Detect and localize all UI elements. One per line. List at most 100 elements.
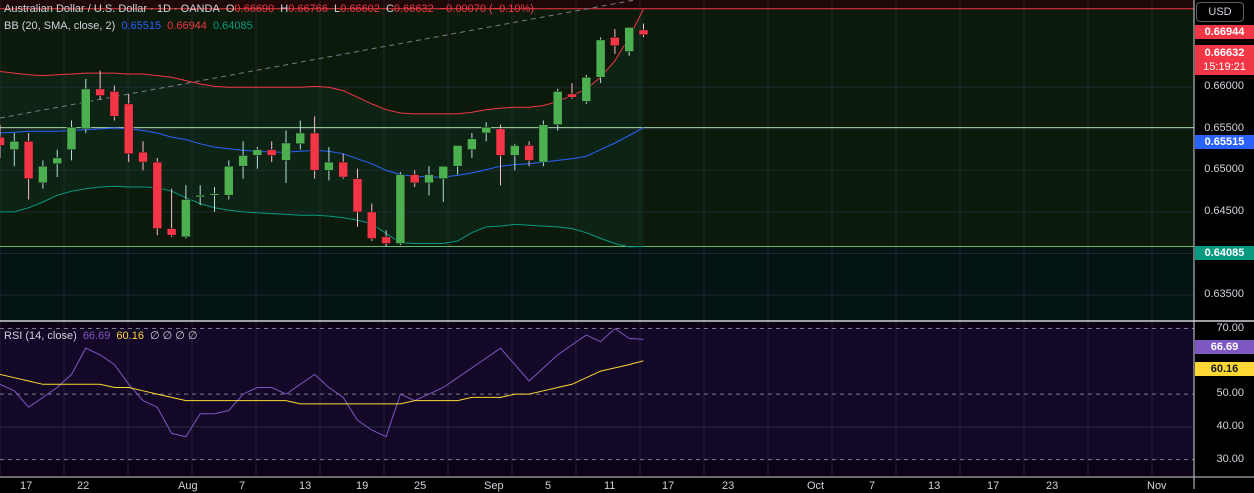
candle-body [638, 29, 649, 35]
candle-body [567, 93, 577, 98]
price-axis-label: 0.63500 [1204, 288, 1244, 301]
candle [538, 120, 549, 167]
time-axis-label: 11 [604, 480, 616, 492]
candle-body [595, 39, 606, 78]
rsi-axis-label: 30.00 [1216, 452, 1244, 465]
candle-body [138, 151, 148, 163]
time-axis-label: Sep [484, 480, 504, 492]
rsi-label[interactable]: RSI (14, close) [4, 330, 77, 342]
bb-legend[interactable]: BB (20, SMA, close, 2) 0.65515 0.66944 0… [4, 19, 256, 33]
bb-basis-value: 0.65515 [121, 20, 162, 32]
candle-body [538, 124, 549, 163]
open-label: O [225, 3, 235, 15]
high-value: 0.66766 [288, 3, 328, 15]
candle-body [0, 136, 5, 146]
bb-upper-line [0, 8, 644, 115]
candle-body [166, 228, 177, 236]
candle [209, 187, 220, 212]
candle-body [123, 103, 134, 155]
candle [252, 147, 263, 169]
rsi-ma-line [0, 360, 644, 405]
candle-body [481, 126, 491, 134]
change-value: −0.00070 (−0.10%) [439, 3, 534, 15]
time-axis-label: Nov [1147, 480, 1167, 492]
candle-body [524, 145, 534, 161]
time-axis-label: 7 [869, 480, 876, 492]
candle-body [9, 141, 20, 150]
candle-body [610, 37, 620, 46]
symbol-title[interactable]: Australian Dollar / U.S. Dollar · 1D · O… [4, 3, 220, 15]
candle [581, 74, 592, 104]
candle-body [195, 195, 205, 198]
rsi-ma-value: 60.16 [116, 330, 144, 342]
candle-body [395, 174, 406, 244]
low-value: 0.66602 [340, 3, 380, 15]
candle-body [109, 91, 120, 117]
candle [367, 203, 377, 242]
time-axis-label: 17 [20, 480, 33, 492]
rsi-pane [0, 327, 644, 438]
candle [123, 93, 134, 163]
candle-body [238, 155, 248, 167]
candle-body [324, 161, 334, 171]
open-value: 0.66690 [234, 3, 275, 15]
rsi-legend[interactable]: RSI (14, close) 66.69 60.16 ∅ ∅ ∅ ∅ [4, 329, 201, 343]
candle [352, 168, 363, 227]
candle [438, 165, 449, 202]
candle-body [224, 165, 234, 196]
close-value: 0.66632 [393, 3, 434, 15]
candle [424, 166, 434, 196]
bollinger-bands [0, 8, 644, 248]
time-axis-label: 23 [1046, 480, 1059, 492]
candle-body [510, 145, 520, 156]
bb-upper-tag: 0.66944 [1195, 25, 1254, 39]
candle [324, 147, 334, 181]
candle [0, 124, 5, 158]
candle-body [581, 77, 592, 102]
rsi-axis-label: 70.00 [1216, 321, 1244, 334]
countdown: 15:19:21 [1203, 61, 1246, 73]
candle [138, 141, 148, 171]
candle-body [552, 91, 563, 125]
candlesticks [0, 23, 649, 247]
bb-lower-line [0, 185, 644, 248]
candle [38, 160, 48, 189]
candle [81, 78, 91, 133]
upper-zone-bg [0, 0, 1194, 9]
bb-basis-line [0, 127, 644, 178]
candle [338, 153, 348, 179]
rsi-line [0, 327, 644, 438]
candle-body [624, 27, 634, 52]
candle [595, 37, 606, 84]
candle-body [367, 211, 377, 239]
candle-body [281, 142, 291, 161]
candle [552, 88, 563, 131]
candle-body [81, 88, 91, 130]
candle-body [338, 161, 348, 178]
candle [195, 185, 205, 206]
price-axis-label: 0.66000 [1204, 80, 1244, 93]
candle [95, 70, 105, 100]
symbol-legend[interactable]: Australian Dollar / U.S. Dollar · 1D · O… [4, 2, 537, 16]
price-axis-label: 0.64500 [1204, 204, 1244, 217]
candle [224, 160, 234, 200]
candle [23, 132, 34, 200]
candle-body [38, 165, 48, 184]
candle [109, 85, 120, 121]
time-axis-label: 25 [414, 480, 427, 492]
rsi-ma-tag: 60.16 [1195, 362, 1254, 376]
currency-button[interactable]: USD [1196, 2, 1244, 22]
candle [638, 23, 649, 38]
candle [510, 143, 520, 171]
time-axis-label: 13 [928, 480, 941, 492]
bb-label[interactable]: BB (20, SMA, close, 2) [4, 20, 116, 32]
time-axis-label: 22 [77, 480, 90, 492]
bb-lower-tag: 0.64085 [1195, 246, 1254, 260]
candle [266, 141, 277, 163]
candle-body [352, 178, 363, 213]
candle-body [266, 149, 277, 156]
candle-body [424, 174, 434, 184]
candle-body [309, 132, 320, 171]
